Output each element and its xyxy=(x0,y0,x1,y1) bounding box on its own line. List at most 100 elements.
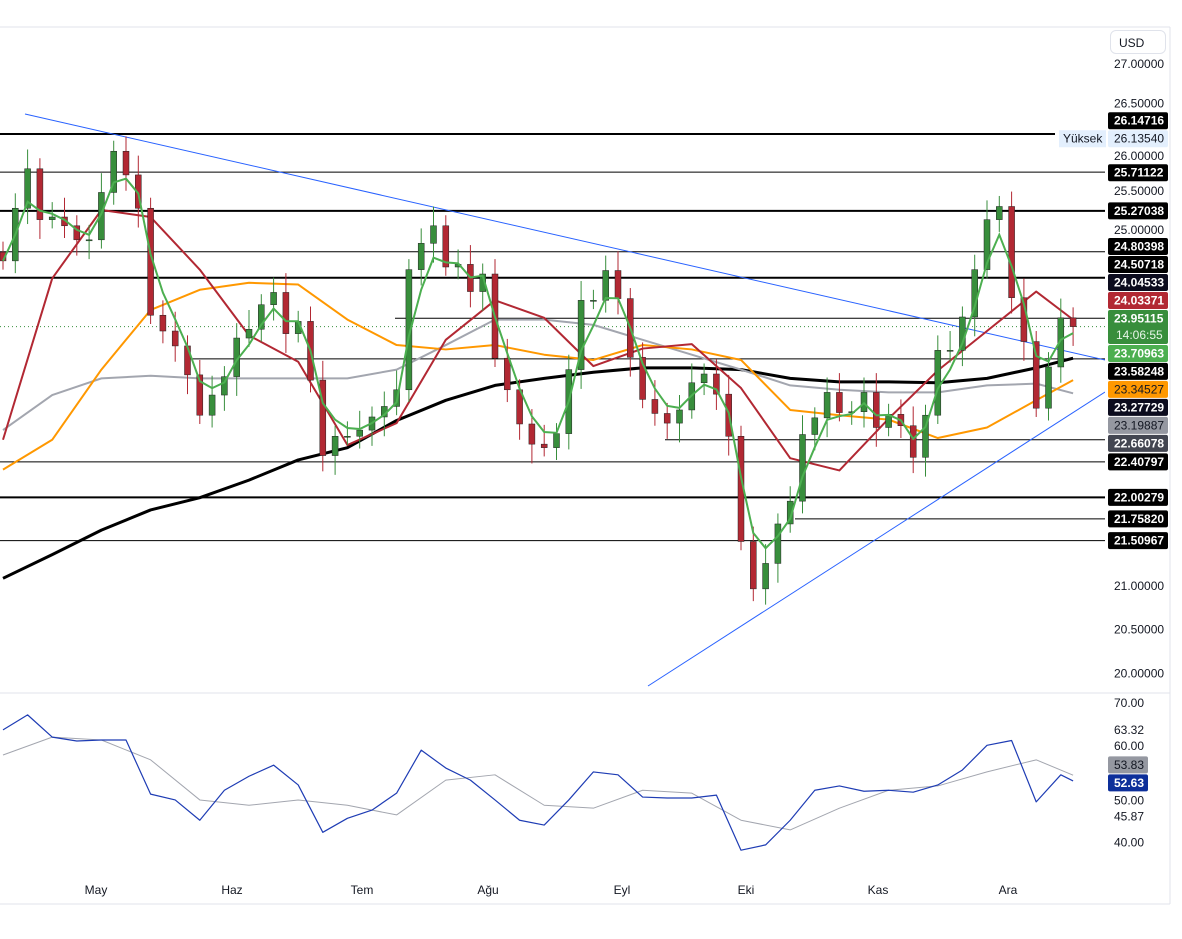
candle-body xyxy=(405,269,413,391)
price-label-badge: 23.27729 xyxy=(1108,398,1168,416)
candle-body xyxy=(996,206,1003,220)
candle-body xyxy=(24,168,31,209)
time-tick-label: Haz xyxy=(221,883,242,897)
candle-body xyxy=(639,357,646,400)
time-tick-label: Eki xyxy=(738,883,755,897)
price-label-badge: 25.71122 xyxy=(1108,164,1168,182)
trendline-ascending xyxy=(647,391,1105,687)
rsi-tick-label: 70.00 xyxy=(1114,696,1144,710)
candle xyxy=(73,215,81,256)
candle xyxy=(885,403,892,437)
trendline-descending xyxy=(24,113,1105,361)
high-tag-bg xyxy=(1059,130,1106,148)
price-label-badge-text: 24.04533 xyxy=(1114,275,1164,289)
price-label-badge-text: 22.00279 xyxy=(1114,490,1164,504)
price-label-badge: 23.70963 xyxy=(1108,344,1168,362)
candle xyxy=(85,224,93,260)
candle-body xyxy=(553,433,560,448)
candle-body xyxy=(762,563,769,590)
rsi-tick-label: 63.32 xyxy=(1114,723,1144,737)
candle-body xyxy=(417,243,425,270)
candle-body xyxy=(811,417,819,435)
price-label-badge-bg xyxy=(1108,273,1168,291)
candle xyxy=(688,363,696,419)
candle-body xyxy=(48,216,56,220)
candle xyxy=(430,206,437,263)
price-label-badge-text: 23.27729 xyxy=(1114,400,1164,414)
candle xyxy=(196,359,204,424)
candle xyxy=(934,335,942,424)
candle xyxy=(750,526,757,602)
candle xyxy=(799,415,806,514)
candle xyxy=(98,173,105,249)
price-tick-label: 20.50000 xyxy=(1114,623,1164,637)
price-label-badge: 26.14716 xyxy=(1108,112,1168,130)
rsi-tick-label: 40.00 xyxy=(1114,835,1144,849)
price-label-badge-bg xyxy=(1108,416,1168,434)
price-label-badge: 22.00279 xyxy=(1108,488,1168,506)
candle-body xyxy=(922,414,929,458)
candle xyxy=(479,263,486,311)
candle-body xyxy=(799,434,806,502)
price-label-badge-bg xyxy=(1108,398,1168,416)
candle xyxy=(110,140,117,205)
rsi-ma-line xyxy=(2,736,1074,831)
currency-button[interactable]: USD xyxy=(1110,30,1166,54)
price-label-badge-bg xyxy=(1108,237,1168,255)
candle-body xyxy=(504,357,511,391)
price-label-badge: 21.50967 xyxy=(1108,532,1168,550)
price-label-badge: 26.13540 Yüksek xyxy=(1059,130,1168,148)
candle-body xyxy=(196,374,204,416)
candle xyxy=(922,404,929,477)
candle-body xyxy=(823,392,831,419)
candle xyxy=(786,486,794,533)
candle xyxy=(442,215,450,276)
price-label-badge: 23.58248 xyxy=(1108,362,1168,380)
candle-body xyxy=(614,270,622,299)
candle xyxy=(676,395,683,443)
price-label-badge: 24.03371 xyxy=(1108,291,1168,309)
candle xyxy=(48,202,56,229)
time-tick-label: Kas xyxy=(868,883,889,897)
price-label-badge-bg xyxy=(1108,453,1168,471)
price-tick-label: 20.00000 xyxy=(1114,667,1164,681)
candle-body xyxy=(221,376,228,396)
candle-body xyxy=(676,409,683,424)
price-label-badge-bg xyxy=(1108,362,1168,380)
price-label-badge: 23.95115 14:06:55 xyxy=(1108,309,1168,344)
candle xyxy=(36,158,44,239)
candle-body xyxy=(356,429,363,437)
ma-fast-green-line xyxy=(2,177,1074,550)
candle xyxy=(504,338,511,403)
candle-body xyxy=(1045,366,1052,409)
candle xyxy=(1008,191,1015,314)
price-label-badge-text: 22.40797 xyxy=(1114,455,1164,469)
candle-body xyxy=(85,239,93,242)
candle-body xyxy=(208,394,216,416)
price-label-badge-bg xyxy=(1108,344,1168,362)
price-label-badge-text: 22.66078 xyxy=(1114,436,1164,450)
rsi-tick-label: 60.00 xyxy=(1114,739,1144,753)
candle xyxy=(368,406,376,446)
candle-body xyxy=(934,350,942,416)
price-label-badge-bg xyxy=(1108,309,1168,344)
candle-body xyxy=(1032,341,1040,409)
candle xyxy=(344,421,351,446)
price-label-badge-bg xyxy=(1108,164,1168,182)
price-label-badge-bg xyxy=(1108,434,1168,452)
candle xyxy=(122,136,130,191)
ma-black-line xyxy=(2,356,1074,580)
rsi-pane xyxy=(2,714,1074,851)
candle-body xyxy=(442,225,450,268)
candle-body xyxy=(36,168,44,220)
candle-body xyxy=(159,314,167,332)
candle-body xyxy=(750,541,757,590)
candle xyxy=(996,195,1003,232)
rsi-value-badge: 53.83 xyxy=(1108,756,1148,774)
rsi-tick-label: 50.00 xyxy=(1114,793,1144,807)
candle xyxy=(221,366,228,411)
price-tick-label: 25.50000 xyxy=(1114,184,1164,198)
rsi-value-badge-bg xyxy=(1108,756,1148,774)
price-label-badge-bg xyxy=(1108,255,1168,273)
